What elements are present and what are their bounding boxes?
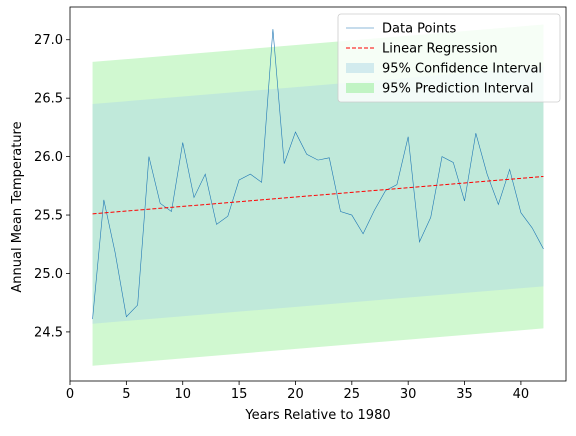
confidence-interval-band (92, 66, 544, 324)
y-tick-label: 26.0 (34, 150, 63, 165)
y-tick-label: 25.0 (34, 267, 63, 282)
y-tick-label: 25.5 (34, 209, 63, 224)
x-tick-label: 10 (174, 387, 191, 402)
x-axis-label: Years Relative to 1980 (244, 408, 390, 423)
x-tick-label: 20 (287, 387, 304, 402)
legend-label: Linear Regression (382, 42, 498, 57)
y-tick-label: 24.5 (34, 325, 63, 340)
legend-swatch-prediction (346, 83, 374, 93)
x-tick-label: 35 (456, 387, 473, 402)
x-tick-label: 0 (66, 387, 74, 402)
y-axis-label: Annual Mean Temperature (10, 121, 25, 292)
x-tick-label: 15 (231, 387, 248, 402)
data-points-line (92, 29, 544, 320)
plot-area (92, 24, 544, 366)
legend-box (337, 13, 561, 103)
x-tick-label: 30 (400, 387, 417, 402)
legend-label: 95% Prediction Interval (382, 82, 534, 97)
y-tick-label: 27.0 (34, 33, 63, 48)
legend-swatch-confidence (346, 63, 374, 73)
regression-line (92, 175, 544, 215)
x-tick-label: 40 (513, 387, 530, 402)
legend: Data Points Linear Regression 95% Confiden… (337, 13, 561, 103)
axes: 0 5 10 15 20 25 30 35 40 24.5 25.0 25.5 26.0 26.5 27.0 (34, 6, 567, 402)
legend-label: Data Points (382, 22, 456, 37)
legend-label: 95% Confidence Interval (382, 62, 542, 77)
x-tick-label: 5 (122, 387, 130, 402)
y-tick-label: 26.5 (34, 92, 63, 107)
axes-frame (69, 6, 567, 382)
x-tick-label: 25 (344, 387, 361, 402)
prediction-interval-band (92, 24, 544, 366)
